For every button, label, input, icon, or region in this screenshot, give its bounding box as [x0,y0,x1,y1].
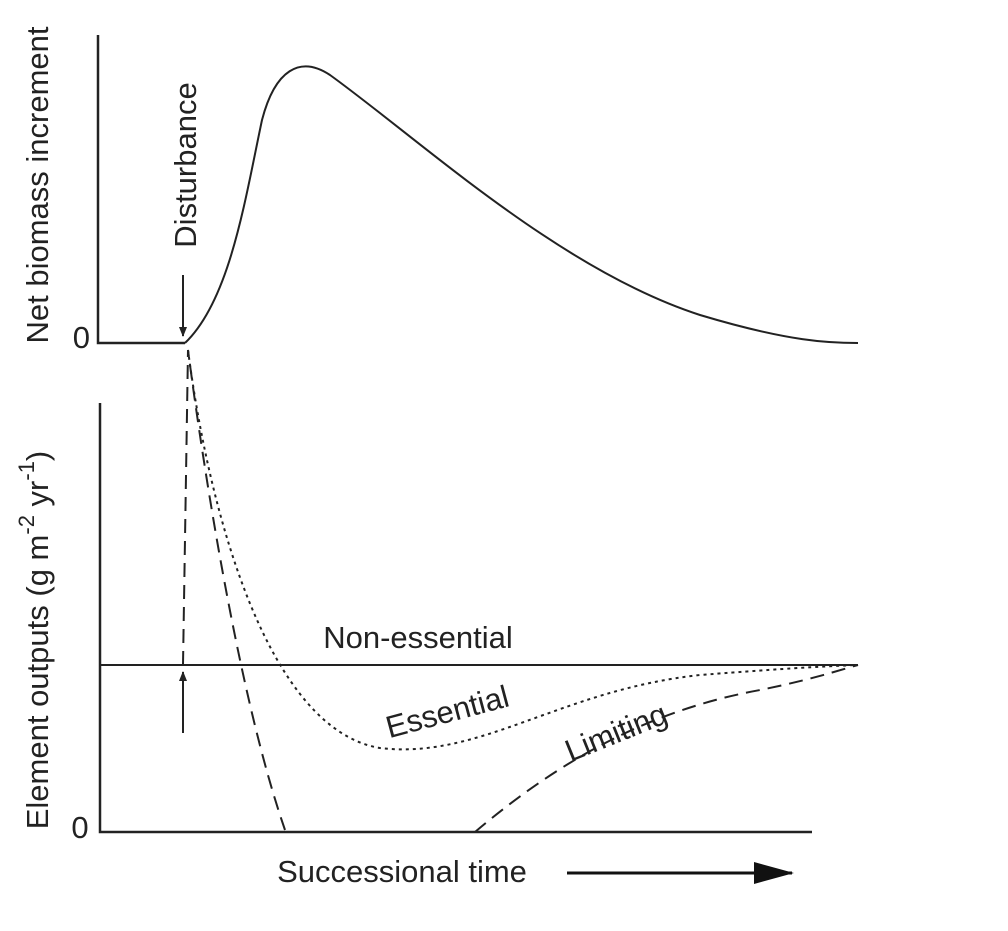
top-axes [96,35,185,345]
zero-label: 0 [71,810,88,845]
essential-curve [187,349,859,751]
curve-label: Essential [382,679,513,745]
x-axis-label: Successional time [277,854,527,889]
label-part: yr [20,481,55,515]
label-exponent: -2 [14,515,39,535]
bottom-axes [98,403,812,834]
label-part: Element outputs (g m [20,535,55,830]
biomass-curve [184,65,859,344]
limiting-curve [474,664,859,833]
label-part: ) [20,451,55,461]
event-label: Disturbance [168,82,203,247]
zero-label: 0 [73,320,90,355]
y-axis-label: Net biomass increment [20,26,55,343]
curve-label: Non-essential [323,620,513,655]
y-axis-label: Element outputs (g m-2 yr-1) [14,451,55,830]
label-exponent: -1 [14,461,39,481]
curve-label: Limiting [560,696,672,768]
